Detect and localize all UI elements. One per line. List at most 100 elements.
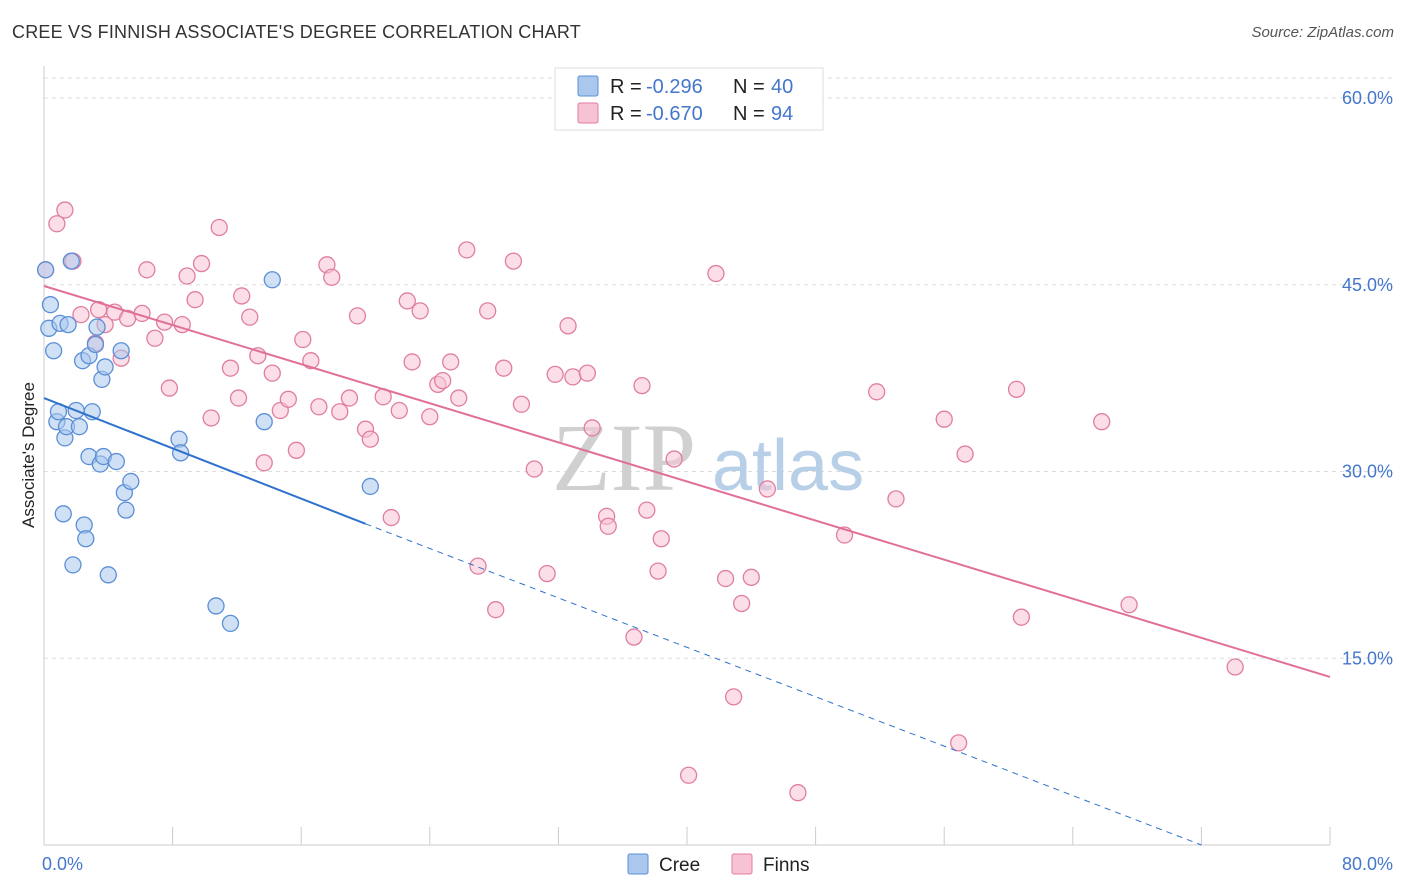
bottom-legend-finns-swatch [731,853,753,875]
finns-point [1226,658,1244,676]
finns-point [192,254,211,273]
finns-point [255,454,273,472]
finns-point [294,330,312,349]
finns-point [323,268,341,286]
finns-point [450,389,468,407]
watermark: ZIP atlas [552,404,864,511]
finns-point [229,389,248,407]
legend-finns-n-label: N = [733,103,765,125]
finns-point [487,601,505,619]
finns-point [138,261,156,279]
finns-trend-line [43,285,1331,678]
finns-point [241,308,259,326]
finns-point [679,766,698,784]
y-tick-label: 60.0% [1342,88,1393,108]
legend-cree-n-label: N = [733,76,765,98]
finns-point [302,352,320,370]
finns-point [340,389,359,407]
x-tick-label: 80.0% [1342,854,1393,874]
finns-point [868,383,886,401]
legend-cree-r-value: -0.296 [646,76,703,98]
finns-point [665,450,683,468]
tick-labels: 15.0% 30.0% 45.0% 60.0% 0.0% 80.0% [42,88,1393,874]
cree-point [107,452,125,471]
legend-finns-n-value: 94 [771,103,793,125]
finns-point [724,688,743,706]
finns-point [331,403,349,421]
finns-point [398,292,416,310]
finns-point [742,568,760,586]
finns-point [160,379,179,397]
finns-point [361,430,379,448]
finns-point [390,401,408,420]
legend-cree-swatch [577,75,599,97]
finns-point [421,408,439,426]
finns-point [649,562,667,580]
cree-point [54,505,72,523]
cree-point [117,501,135,519]
cree-trend-line [43,397,366,525]
finns-point [186,291,204,309]
finns-point [638,501,656,519]
finns-point [716,569,735,588]
chart-source: Source: ZipAtlas.com [1251,24,1394,41]
finns-point [733,594,751,613]
finns-point [504,252,523,270]
legend-finns-swatch [577,102,599,124]
finns-point [538,564,556,583]
finns-point [625,628,643,646]
finns-point [411,302,429,320]
bottom-legend-cree-swatch [627,853,649,875]
finns-point [279,390,297,408]
finns-point [583,419,601,437]
finns-point [950,734,968,752]
legend-finns-r-label: R = [610,103,642,125]
legend-cree-r-label: R = [610,76,642,98]
finns-point [310,398,328,416]
finns-point [1120,596,1138,614]
cree-point [255,413,273,431]
finns-point [956,445,974,463]
cree-point [36,261,55,279]
finns-point [72,305,90,324]
finns-point [935,410,953,428]
cree-point [41,296,60,314]
cree-point [88,318,106,336]
finns-point [221,359,240,377]
cree-point [77,530,95,548]
y-tick-label: 30.0% [1342,462,1393,482]
finns-point [546,365,564,384]
gridlines [44,77,1395,659]
cree-point [221,614,240,633]
finns-point [348,307,367,325]
finns-point [1093,413,1111,431]
finns-point [403,353,421,371]
cree-point [44,342,63,360]
legend-box [554,67,824,131]
finns-point [1007,380,1026,398]
cree-point [96,358,114,376]
cree-point [99,566,117,584]
finns-point [442,353,460,371]
finns-point [263,364,281,382]
finns-point [789,784,807,802]
bottom-legend-cree-label: Cree [659,855,700,876]
cree-point [171,444,190,462]
finns-point [233,287,251,305]
cree-point [70,418,89,436]
y-axis-label: Associate's Degree [19,382,38,528]
cree-point [62,252,80,270]
cree-point [64,556,82,574]
cree-point [59,315,77,334]
finns-point [178,267,196,285]
cree-point [207,597,225,615]
legend-finns-r-value: -0.670 [646,103,703,125]
finns-point [578,364,596,382]
finns-point [495,359,513,377]
finns-point [1012,608,1031,626]
finns-point [458,241,476,259]
finns-point [434,371,452,390]
finns-point [707,264,725,283]
finns-point [287,441,306,459]
cree-point [86,335,105,354]
